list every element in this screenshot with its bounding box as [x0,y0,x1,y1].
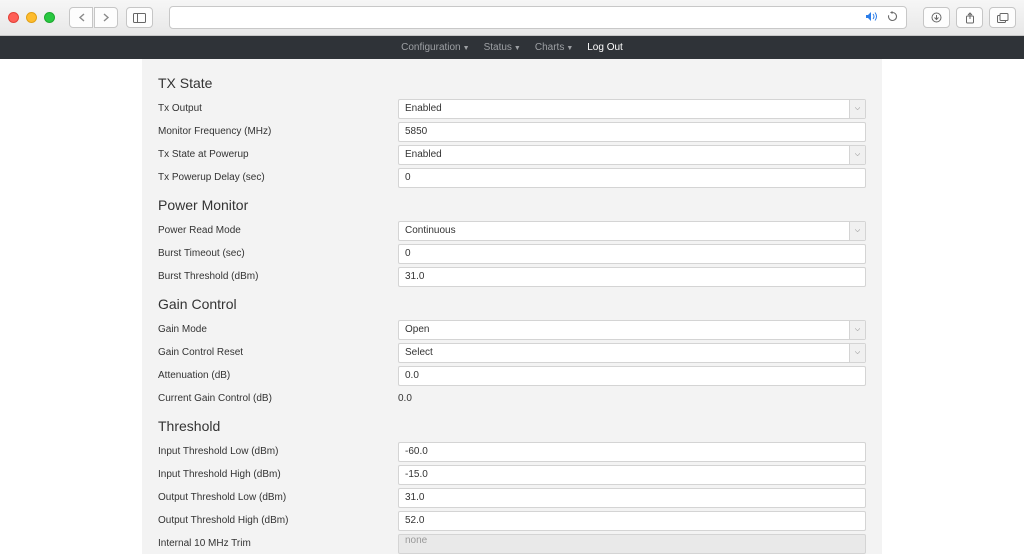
sidebar-icon [133,13,146,23]
output-threshold-low-input[interactable] [398,488,866,508]
power-read-mode-select[interactable]: ⌵ [398,221,866,241]
tx-state-powerup-label: Tx State at Powerup [158,149,398,160]
internal-trim-label: Internal 10 MHz Trim [158,538,398,549]
chevron-left-icon [78,13,85,22]
tabs-icon [997,13,1009,23]
burst-threshold-input[interactable] [398,267,866,287]
tabs-button[interactable] [989,7,1016,28]
input-threshold-high-label: Input Threshold High (dBm) [158,469,398,480]
config-form: TX State Tx Output ⌵ Monitor Frequency (… [142,59,882,554]
input-threshold-low-label: Input Threshold Low (dBm) [158,446,398,457]
section-tx-state: TX State [158,75,866,91]
reload-button[interactable] [887,11,898,25]
tx-output-value[interactable] [398,99,866,119]
nav-back-forward [69,7,118,28]
chevron-down-icon: ▼ [463,45,470,52]
burst-timeout-label: Burst Timeout (sec) [158,248,398,259]
close-window-button[interactable] [8,12,19,23]
download-icon [931,12,942,23]
nav-charts[interactable]: Charts▼ [535,42,573,53]
window-controls [8,12,55,23]
chevron-right-icon [103,13,110,22]
gain-mode-label: Gain Mode [158,324,398,335]
input-threshold-low-input[interactable] [398,442,866,462]
monitor-freq-label: Monitor Frequency (MHz) [158,126,398,137]
minimize-window-button[interactable] [26,12,37,23]
gain-control-reset-value[interactable] [398,343,866,363]
power-read-mode-label: Power Read Mode [158,225,398,236]
gain-mode-value[interactable] [398,320,866,340]
tx-state-powerup-select[interactable]: ⌵ [398,145,866,165]
input-threshold-high-input[interactable] [398,465,866,485]
tx-powerup-delay-input[interactable] [398,168,866,188]
browser-toolbar [0,0,1024,36]
section-threshold: Threshold [158,418,866,434]
forward-button[interactable] [94,7,118,28]
burst-timeout-input[interactable] [398,244,866,264]
chevron-down-icon: ⌵ [849,146,865,164]
gain-control-reset-select[interactable]: ⌵ [398,343,866,363]
address-bar[interactable] [169,6,907,29]
chevron-down-icon: ⌵ [849,100,865,118]
main-nav: Configuration▼ Status▼ Charts▼ Log Out [0,36,1024,59]
share-icon [965,12,975,24]
chevron-down-icon: ⌵ [849,321,865,339]
maximize-window-button[interactable] [44,12,55,23]
tx-output-select[interactable]: ⌵ [398,99,866,119]
toolbar-right-buttons [923,7,1016,28]
chevron-down-icon: ▼ [566,45,573,52]
current-gain-control-value: 0.0 [398,393,412,404]
chevron-down-icon: ⌵ [849,222,865,240]
gain-control-reset-label: Gain Control Reset [158,347,398,358]
monitor-freq-input[interactable] [398,122,866,142]
nav-status[interactable]: Status▼ [484,42,521,53]
attenuation-label: Attenuation (dB) [158,370,398,381]
gain-mode-select[interactable]: ⌵ [398,320,866,340]
back-button[interactable] [69,7,93,28]
power-read-mode-value[interactable] [398,221,866,241]
nav-configuration[interactable]: Configuration▼ [401,42,469,53]
page-content: Configuration▼ Status▼ Charts▼ Log Out T… [0,36,1024,554]
tx-powerup-delay-label: Tx Powerup Delay (sec) [158,172,398,183]
attenuation-input[interactable] [398,366,866,386]
share-button[interactable] [956,7,983,28]
downloads-button[interactable] [923,7,950,28]
chevron-down-icon: ▼ [514,45,521,52]
burst-threshold-label: Burst Threshold (dBm) [158,271,398,282]
chevron-down-icon: ⌵ [849,344,865,362]
section-power-monitor: Power Monitor [158,197,866,213]
current-gain-control-label: Current Gain Control (dB) [158,393,398,404]
tx-state-powerup-value[interactable] [398,145,866,165]
internal-trim-value: none [398,534,866,554]
audio-icon[interactable] [865,11,879,25]
section-gain-control: Gain Control [158,296,866,312]
output-threshold-high-label: Output Threshold High (dBm) [158,515,398,526]
tx-output-label: Tx Output [158,103,398,114]
sidebar-toggle-button[interactable] [126,7,153,28]
nav-logout[interactable]: Log Out [587,42,623,53]
output-threshold-high-input[interactable] [398,511,866,531]
output-threshold-low-label: Output Threshold Low (dBm) [158,492,398,503]
